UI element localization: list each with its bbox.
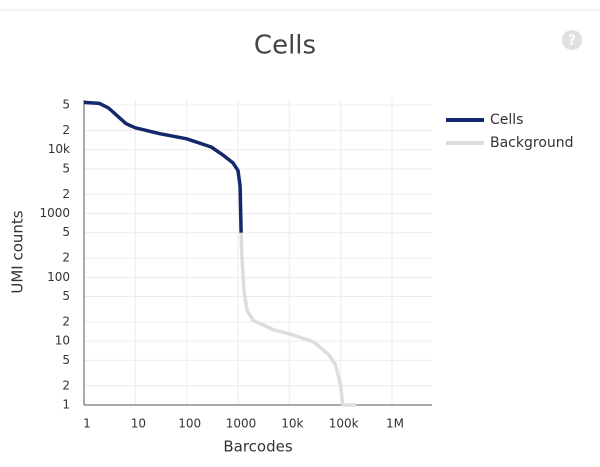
x-tick-label: 1M (386, 417, 404, 431)
y-tick-label: 2 (62, 378, 70, 392)
y-tick-label: 2 (62, 123, 70, 137)
legend-label: Background (490, 135, 574, 151)
y-tick-label: 100 (47, 270, 70, 284)
y-axis-label: UMI counts (9, 210, 27, 293)
y-tick-label: 5 (62, 161, 70, 175)
legend-label: Cells (490, 112, 523, 128)
help-icon[interactable]: ? (562, 30, 582, 50)
series-line (83, 100, 243, 233)
y-tick-label: 10 (55, 334, 70, 348)
help-circle[interactable] (562, 30, 582, 50)
y-tick-label: 10k (48, 142, 70, 156)
x-tick-label: 10k (281, 417, 303, 431)
y-tick-label: 5 (62, 289, 70, 303)
y-tick-label: 2 (62, 314, 70, 328)
y-tick-label: 1 (62, 398, 70, 412)
help-glyph[interactable]: ? (568, 34, 576, 49)
y-tick-label: 5 (62, 98, 70, 112)
y-tick-label: 2 (62, 187, 70, 201)
y-tick-label: 5 (62, 225, 70, 239)
x-tick-label: 100k (329, 417, 359, 431)
y-tick-label: 1000 (39, 206, 70, 220)
chart-title: Cells (254, 31, 316, 61)
x-tick-label: 1 (83, 417, 91, 431)
x-tick-label: 100 (178, 417, 201, 431)
x-axis-label: Barcodes (223, 438, 292, 456)
y-tick-label: 2 (62, 251, 70, 265)
series-line (239, 232, 357, 407)
x-tick-label: 1000 (226, 417, 257, 431)
x-tick-label: 10 (131, 417, 146, 431)
y-tick-label: 5 (62, 353, 70, 367)
